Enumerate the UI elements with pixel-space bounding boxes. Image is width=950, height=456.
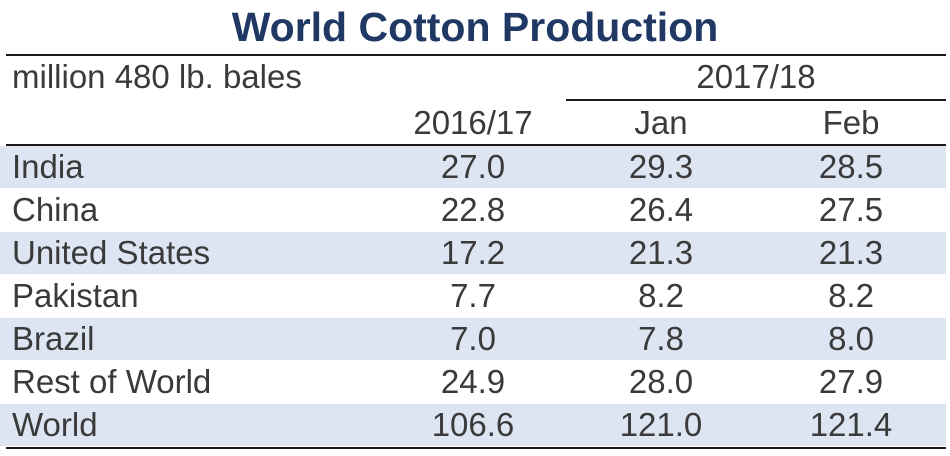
table-cell: 8.2 [828,277,874,314]
table-cell: 28.5 [818,148,884,185]
table-row [0,404,946,446]
table-cell: 8.0 [828,320,874,357]
table-cell: 121.0 [619,406,703,443]
row-label: Brazil [12,320,95,357]
table-cell: 21.3 [628,234,694,271]
table-cell: 8.2 [638,277,684,314]
table-cell: 22.8 [440,191,506,228]
table-cell: 7.7 [450,277,496,314]
table-cell: 26.4 [628,191,694,228]
row-label: China [12,191,99,228]
row-label: Pakistan [12,277,139,314]
table-cell: 7.8 [638,320,684,357]
column-header-2016-17: 2016/17 [413,104,533,141]
column-header-feb: Feb [822,104,880,141]
table-cell: 28.0 [628,363,694,400]
row-label: United States [12,234,211,271]
row-label: World [12,406,98,443]
column-header-jan: Jan [634,104,688,141]
table-row [0,318,946,360]
table-cell: 17.2 [440,234,506,271]
table-cell: 27.0 [440,148,506,185]
row-label: Rest of World [12,363,212,400]
group-header: 2017/18 [696,58,816,95]
table-cell: 27.9 [818,363,884,400]
table-cell: 21.3 [818,234,884,271]
table-cell: 24.9 [440,363,506,400]
bottom-rule [6,447,946,449]
table-cell: 121.4 [809,406,893,443]
row-label: India [12,148,84,185]
unit-label: million 480 lb. bales [12,58,302,95]
table-title: World Cotton Production [231,4,719,50]
table-row [0,232,946,274]
group-rule [566,99,946,101]
table-cell: 7.0 [450,320,496,357]
table-row [0,146,946,188]
table-cell: 29.3 [628,148,694,185]
top-rule [6,54,946,56]
table-cell: 27.5 [818,191,884,228]
header-rule [6,144,946,146]
table-cell: 106.6 [431,406,515,443]
